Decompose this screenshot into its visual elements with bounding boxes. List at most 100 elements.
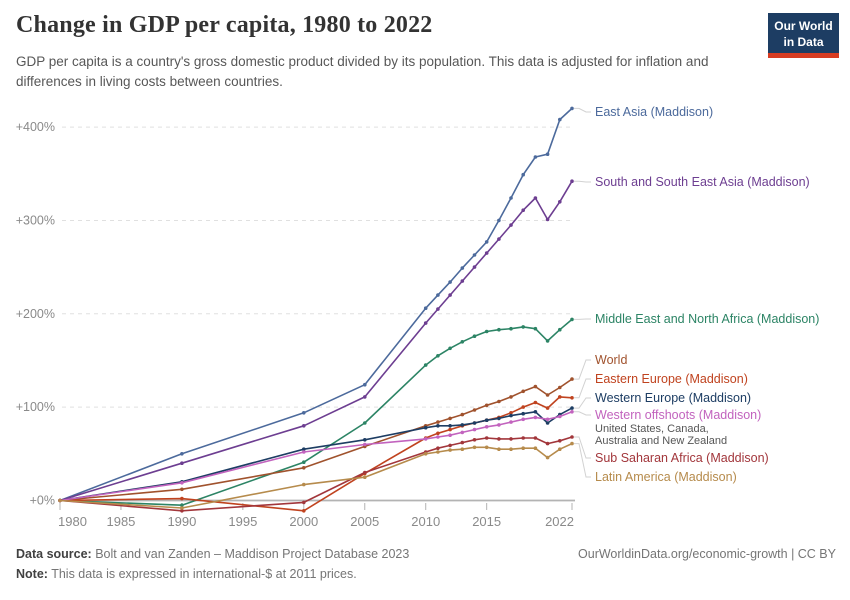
series-point-western-offshoots [484, 425, 489, 429]
page-title: Change in GDP per capita, 1980 to 2022 [16, 12, 433, 38]
series-point-east-asia [533, 155, 538, 159]
series-point-latin-america [302, 482, 306, 487]
series-point-western-europe [570, 406, 574, 410]
series-point-western-offshoots [423, 437, 428, 441]
series-point-western-offshoots [509, 420, 513, 424]
series-point-sub-saharan-africa [180, 509, 184, 513]
series-point-south-south-east-asia [533, 196, 538, 200]
series-point-western-europe [448, 424, 452, 428]
series-point-east-asia [436, 293, 440, 297]
series-line-south-south-east-asia[interactable] [59, 180, 573, 502]
series-point-south-south-east-asia [423, 321, 428, 325]
series-point-middle-east-north-africa [423, 363, 428, 367]
series-point-middle-east-north-africa [484, 329, 489, 334]
label-connector-western-offshoots [574, 411, 591, 416]
series-point-middle-east-north-africa [436, 354, 440, 358]
series-point-south-south-east-asia [484, 251, 489, 255]
note-label: Note: [16, 567, 48, 581]
series-point-sub-saharan-africa [436, 446, 440, 451]
series-point-western-europe [302, 447, 306, 452]
series-label-latin-america[interactable]: Latin America (Maddison) [595, 470, 737, 484]
data-source-label: Data source: [16, 547, 92, 561]
series-point-sub-saharan-africa [484, 436, 489, 440]
series-point-east-asia [570, 106, 574, 111]
series-point-middle-east-north-africa [460, 340, 465, 344]
series-point-latin-america [545, 455, 550, 460]
series-point-western-offshoots [521, 417, 525, 422]
series-label-eastern-europe[interactable]: Eastern Europe (Maddison) [595, 372, 748, 386]
series-point-western-offshoots [472, 427, 477, 432]
series-point-eastern-europe [509, 411, 513, 415]
label-connector-western-europe [574, 397, 591, 409]
owid-logo-line1: Our World [774, 19, 833, 33]
series-point-western-offshoots [448, 433, 452, 438]
footer-source-note: Data source: Bolt and van Zanden – Maddi… [16, 544, 616, 584]
series-point-middle-east-north-africa [302, 460, 306, 465]
series-sublabel-western-offshoots: United States, Canada, [595, 423, 709, 435]
series-point-western-europe [533, 410, 538, 414]
series-point-western-europe [521, 411, 525, 416]
series-point-south-south-east-asia [302, 424, 306, 428]
footer-link[interactable]: OurWorldinData.org/economic-growth | CC … [578, 547, 836, 561]
series-point-world [472, 408, 477, 412]
series-line-world[interactable] [59, 378, 573, 502]
series-label-middle-east-north-africa[interactable]: Middle East and North Africa (Maddison) [595, 312, 819, 326]
series-point-south-south-east-asia [509, 223, 513, 227]
y-tick-label: +0% [30, 494, 55, 508]
series-point-western-europe [423, 425, 428, 430]
series-point-western-offshoots [570, 410, 574, 414]
series-point-sub-saharan-africa [460, 440, 465, 445]
series-point-latin-america [58, 498, 62, 503]
series-point-south-south-east-asia [472, 265, 477, 269]
series-label-east-asia[interactable]: East Asia (Maddison) [595, 105, 713, 119]
series-point-eastern-europe [180, 496, 184, 501]
series-point-middle-east-north-africa [570, 317, 574, 322]
series-point-middle-east-north-africa [509, 326, 513, 331]
series-point-sub-saharan-africa [497, 437, 501, 441]
x-tick-label: 1985 [106, 514, 135, 529]
series-point-sub-saharan-africa [533, 436, 538, 440]
series-point-east-asia [460, 266, 465, 270]
series-point-western-offshoots [363, 442, 367, 447]
series-sublabel-western-offshoots: Australia and New Zealand [595, 435, 727, 447]
series-point-east-asia [545, 152, 550, 156]
series-point-middle-east-north-africa [558, 327, 562, 332]
series-point-south-south-east-asia [460, 279, 465, 283]
series-point-sub-saharan-africa [570, 435, 574, 439]
series-point-world [558, 385, 562, 390]
series-point-eastern-europe [302, 509, 306, 513]
line-chart-canvas[interactable]: +0% +100% +200% +300% +400% 1980 1985 1990 1995 2… [0, 0, 850, 544]
owid-logo: Our World in Data [768, 13, 839, 58]
series-line-latin-america[interactable] [59, 442, 573, 509]
x-tick-label: 1990 [167, 514, 196, 529]
series-line-western-offshoots[interactable] [59, 411, 573, 502]
series-point-south-south-east-asia [363, 395, 367, 399]
series-line-east-asia[interactable] [59, 107, 573, 502]
owid-logo-line2: in Data [783, 34, 824, 49]
series-point-east-asia [509, 196, 513, 200]
series-point-sub-saharan-africa [521, 436, 525, 440]
series-point-sub-saharan-africa [509, 437, 513, 441]
series-label-western-europe[interactable]: Western Europe (Maddison) [595, 391, 751, 405]
series-point-latin-america [180, 506, 184, 510]
series-point-latin-america [460, 447, 465, 452]
series-label-south-south-east-asia[interactable]: South and South East Asia (Maddison) [595, 175, 810, 189]
series-point-latin-america [472, 445, 477, 450]
series-point-south-south-east-asia [497, 237, 501, 241]
series-label-sub-saharan-africa[interactable]: Sub Saharan Africa (Maddison) [595, 451, 769, 465]
series-label-western-offshoots[interactable]: Western offshoots (Maddison) [595, 408, 761, 422]
label-connector-latin-america [574, 443, 591, 478]
series-point-east-asia [521, 172, 525, 177]
series-point-east-asia [302, 411, 306, 415]
series-point-sub-saharan-africa [545, 441, 550, 446]
series-point-east-asia [558, 117, 562, 122]
series-point-east-asia [472, 253, 477, 257]
series-label-world[interactable]: World [595, 353, 627, 367]
x-tick-label: 2000 [289, 514, 318, 529]
series-point-world [521, 389, 525, 394]
series-point-world [545, 393, 550, 397]
series-point-western-offshoots [302, 450, 306, 454]
series-point-western-offshoots [558, 414, 562, 419]
series-point-middle-east-north-africa [545, 339, 550, 343]
